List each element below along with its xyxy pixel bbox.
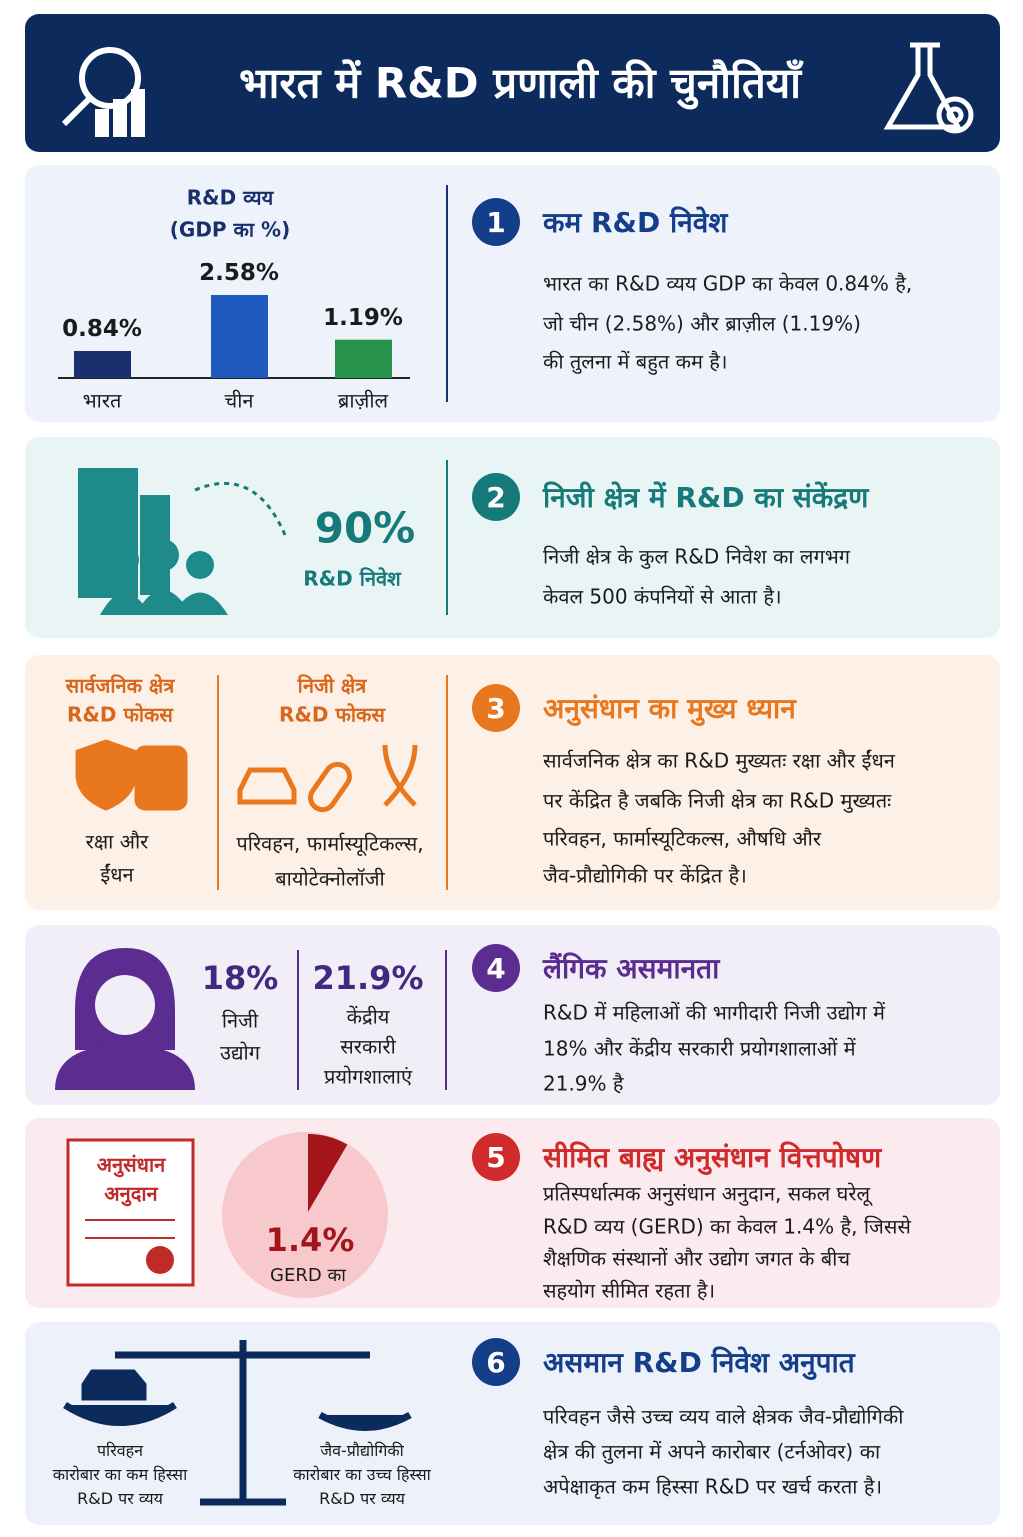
stat-label: केंद्रीय xyxy=(346,1004,390,1029)
column-caption: ईंधन xyxy=(100,862,134,887)
section-text: की तुलना में बहुत कम है। xyxy=(543,349,728,374)
section-heading: अनुसंधान का मुख्य ध्यान xyxy=(543,692,796,725)
header-bg xyxy=(25,14,1000,152)
column-caption: बायोटेक्नोलॉजी xyxy=(275,866,385,891)
side-label: R&D पर व्यय xyxy=(319,1489,405,1508)
section-text: सार्वजनिक क्षेत्र का R&D मुख्यतः रक्षा औ… xyxy=(543,748,895,773)
flask-icon xyxy=(883,42,974,134)
woman-icon xyxy=(55,948,195,1090)
section-text: अपेक्षाकृत कम हिस्सा R&D पर खर्च करता है… xyxy=(543,1474,883,1499)
category-label: भारत xyxy=(82,388,122,413)
section-heading: असमान R&D निवेश अनुपात xyxy=(543,1346,855,1379)
column-title: सार्वजनिक क्षेत्र xyxy=(65,673,175,698)
section-number: 3 xyxy=(472,684,520,732)
section-number: 5 xyxy=(472,1133,520,1181)
pie xyxy=(308,1134,348,1212)
section-text: जो चीन (2.58%) और ब्राज़ील (1.19%) xyxy=(543,311,861,336)
section-text: क्षेत्र की तुलना में अपने कारोबार (टर्नओ… xyxy=(543,1439,881,1464)
bar xyxy=(335,339,392,378)
side-label: कारोबार का उच्च हिस्सा xyxy=(293,1465,431,1484)
section-text: पर केंद्रित है जबकि निजी क्षेत्र का R&D … xyxy=(543,788,892,813)
value-label: 0.84% xyxy=(62,315,142,342)
chart-title: (GDP का %) xyxy=(169,217,291,242)
section-bg xyxy=(25,1322,1000,1525)
pie-caption: GERD का xyxy=(270,1265,346,1286)
scale-icon xyxy=(63,1340,412,1506)
section-bg xyxy=(25,925,1000,1105)
stat: 90% xyxy=(314,503,416,553)
stat-label: उद्योग xyxy=(220,1040,260,1065)
section-number: 2 xyxy=(472,473,520,521)
section-text: सहयोग सीमित रहता है। xyxy=(543,1278,716,1303)
section-text: परिवहन जैसे उच्च व्यय वाले क्षेत्रक जैव-… xyxy=(543,1404,904,1429)
stat: 21.9% xyxy=(312,959,424,997)
section-bg xyxy=(25,437,1000,638)
column-caption: परिवहन, फार्मास्यूटिकल्स, xyxy=(236,831,424,856)
stat-label: प्रयोगशालाएं xyxy=(324,1064,412,1089)
section-heading: निजी क्षेत्र में R&D का संकेंद्रण xyxy=(543,481,869,514)
value-label: 1.19% xyxy=(323,304,403,331)
section-heading: लैंगिक असमानता xyxy=(543,952,720,985)
bar xyxy=(211,295,268,378)
section-text: 21.9% है xyxy=(543,1071,624,1096)
section-number: 6 xyxy=(472,1338,520,1386)
section-bg xyxy=(25,655,1000,910)
section-text: 18% और केंद्रीय सरकारी प्रयोगशालाओं में xyxy=(543,1036,856,1061)
side-label: R&D पर व्यय xyxy=(77,1489,163,1508)
section-text: R&D व्यय (GERD) का केवल 1.4% है, जिससे xyxy=(543,1214,911,1239)
side-label: कारोबार का कम हिस्सा xyxy=(52,1465,188,1484)
column-title: R&D फोकस xyxy=(279,702,385,727)
stat-label: सरकारी xyxy=(340,1034,396,1059)
building-icon xyxy=(78,468,287,615)
stat: 18% xyxy=(201,959,279,997)
category-label: ब्राज़ील xyxy=(337,388,389,413)
bar xyxy=(74,350,131,378)
title: भारत में R&D प्रणाली की चुनौतियाँ xyxy=(238,58,802,108)
certificate-text: अनुदान xyxy=(104,1181,158,1206)
section-bg xyxy=(25,165,1000,422)
pie-bg xyxy=(222,1132,388,1298)
section-text: R&D में महिलाओं की भागीदारी निजी उद्योग … xyxy=(543,1000,885,1025)
side-label: जैव-प्रौद्योगिकी xyxy=(320,1441,404,1460)
section-number: 4 xyxy=(472,944,520,992)
section-heading: सीमित बाह्य अनुसंधान वित्तपोषण xyxy=(543,1141,882,1174)
pie-label: 1.4% xyxy=(265,1221,355,1259)
section-number: 1 xyxy=(472,198,520,246)
section-text: प्रतिस्पर्धात्मक अनुसंधान अनुदान, सकल घर… xyxy=(543,1181,871,1206)
section-text: केवल 500 कंपनियों से आता है। xyxy=(543,584,782,609)
section-text: परिवहन, फार्मास्यूटिकल्स, औषधि और xyxy=(543,826,822,851)
stat-label: निजी xyxy=(221,1008,259,1033)
value-label: 2.58% xyxy=(199,260,279,286)
section-text: शैक्षणिक संस्थानों और उद्योग जगत के बीच xyxy=(543,1246,851,1271)
section-text: जैव-प्रौद्योगिकी पर केंद्रित है। xyxy=(543,863,747,888)
sector-icons xyxy=(75,739,418,813)
pie-slice xyxy=(308,1134,348,1212)
section-text: निजी क्षेत्र के कुल R&D निवेश का लगभग xyxy=(543,544,851,569)
section-heading: कम R&D निवेश xyxy=(543,206,728,239)
stat-label: R&D निवेश xyxy=(303,566,401,591)
section-text: भारत का R&D व्यय GDP का केवल 0.84% है, xyxy=(543,271,913,296)
column-title: R&D फोकस xyxy=(67,702,173,727)
certificate-icon xyxy=(66,1138,195,1287)
magnifier-icon xyxy=(61,47,145,137)
category-label: चीन xyxy=(224,388,254,413)
column-caption: रक्षा और xyxy=(85,829,149,854)
certificate-text: अनुसंधान xyxy=(96,1152,166,1177)
side-label: परिवहन xyxy=(96,1441,144,1460)
column-title: निजी क्षेत्र xyxy=(297,673,367,698)
chart-title: R&D व्यय xyxy=(186,185,274,210)
